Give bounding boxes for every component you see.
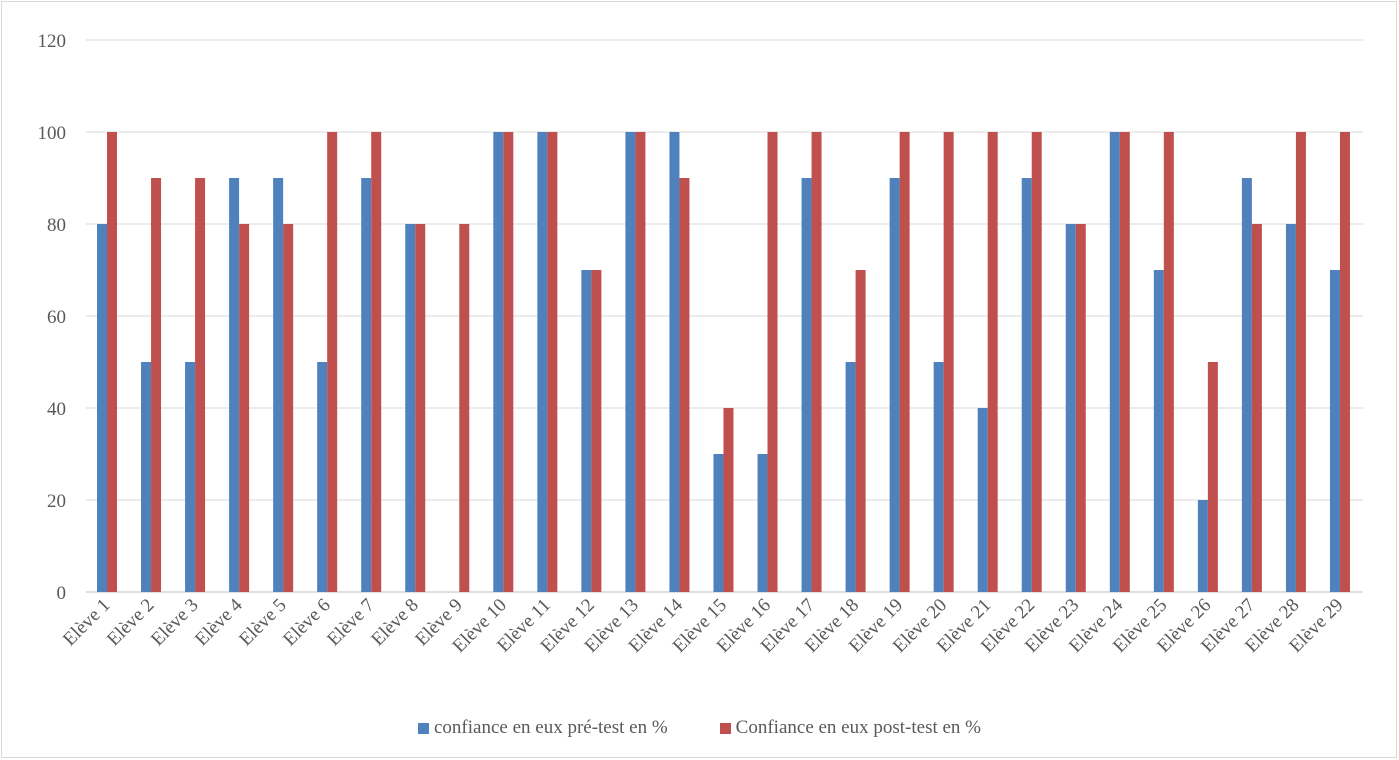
bar-pre-test xyxy=(273,178,284,592)
y-tick-label: 60 xyxy=(47,307,66,328)
bar-pre-test xyxy=(1065,224,1076,592)
bar-post-test xyxy=(723,408,734,592)
bar-post-test xyxy=(1163,132,1174,592)
x-tick-label: Elève 2 xyxy=(103,595,159,651)
bar-pre-test xyxy=(889,178,900,592)
x-tick-label: Elève 3 xyxy=(147,595,203,651)
legend-label-pre-test: confiance en eux pré-test en % xyxy=(433,717,668,738)
bar-post-test xyxy=(327,132,338,592)
bar-post-test xyxy=(943,132,954,592)
bar-post-test xyxy=(547,132,558,592)
bar-pre-test xyxy=(229,178,240,592)
bar-pre-test xyxy=(1021,178,1032,592)
bar-post-test xyxy=(1119,132,1130,592)
bar-pre-test xyxy=(1153,270,1164,592)
bar-pre-test xyxy=(1329,270,1340,592)
bar-pre-test xyxy=(713,454,724,592)
y-tick-label: 0 xyxy=(57,583,67,604)
x-tick-label: Elève 8 xyxy=(367,595,423,651)
bar-pre-test xyxy=(669,132,680,592)
bar-post-test xyxy=(987,132,998,592)
bar-post-test xyxy=(459,224,470,592)
bar-post-test xyxy=(767,132,778,592)
bar-post-test xyxy=(1295,132,1306,592)
y-tick-label: 80 xyxy=(47,215,66,236)
bar-pre-test xyxy=(1285,224,1296,592)
x-tick-label: Elève 4 xyxy=(191,594,247,650)
bar-post-test xyxy=(371,132,382,592)
bar-post-test xyxy=(195,178,206,592)
x-tick-label: Elève 5 xyxy=(235,595,291,651)
legend-item-post-test: Confiance en eux post-test en % xyxy=(719,717,982,739)
bar-post-test xyxy=(239,224,250,592)
bar-post-test xyxy=(503,132,514,592)
bar-post-test xyxy=(811,132,822,592)
y-tick-label: 20 xyxy=(47,491,66,512)
bar-post-test xyxy=(855,270,866,592)
legend-item-pre-test: confiance en eux pré-test en % xyxy=(417,717,668,739)
bar-pre-test xyxy=(801,178,812,592)
bar-post-test xyxy=(1031,132,1042,592)
bar-post-test xyxy=(635,132,646,592)
chart-legend: confiance en eux pré-test en % Confiance… xyxy=(0,717,1399,739)
bar-pre-test xyxy=(493,132,504,592)
x-tick-label: Elève 1 xyxy=(59,595,115,651)
bar-pre-test xyxy=(625,132,636,592)
bar-pre-test xyxy=(1241,178,1252,592)
legend-swatch-pre-test xyxy=(417,722,429,734)
y-tick-label: 100 xyxy=(38,123,67,144)
bar-pre-test xyxy=(537,132,548,592)
bar-post-test xyxy=(283,224,294,592)
bar-pre-test xyxy=(405,224,416,592)
bar-pre-test xyxy=(977,408,988,592)
bar-pre-test xyxy=(757,454,768,592)
y-tick-label: 120 xyxy=(38,31,67,52)
bar-pre-test xyxy=(141,362,152,592)
bar-post-test xyxy=(899,132,910,592)
x-tick-label: Elève 7 xyxy=(323,595,379,651)
bar-post-test xyxy=(591,270,602,592)
bar-post-test xyxy=(1207,362,1218,592)
bar-pre-test xyxy=(1109,132,1120,592)
bar-pre-test xyxy=(185,362,196,592)
bar-pre-test xyxy=(97,224,107,592)
bar-post-test xyxy=(415,224,426,592)
bar-post-test xyxy=(107,132,117,592)
y-tick-label: 40 xyxy=(47,399,66,420)
bar-post-test xyxy=(151,178,162,592)
bar-pre-test xyxy=(317,362,328,592)
legend-label-post-test: Confiance en eux post-test en % xyxy=(735,717,982,738)
bar-post-test xyxy=(1251,224,1262,592)
bar-post-test xyxy=(679,178,690,592)
legend-swatch-post-test xyxy=(719,722,731,734)
bar-pre-test xyxy=(845,362,856,592)
bar-pre-test xyxy=(581,270,592,592)
bar-pre-test xyxy=(1197,500,1208,592)
x-tick-label: Elève 6 xyxy=(279,595,335,651)
bar-post-test xyxy=(1075,224,1086,592)
bar-post-test xyxy=(1339,132,1350,592)
bar-pre-test xyxy=(933,362,944,592)
bar-pre-test xyxy=(361,178,372,592)
